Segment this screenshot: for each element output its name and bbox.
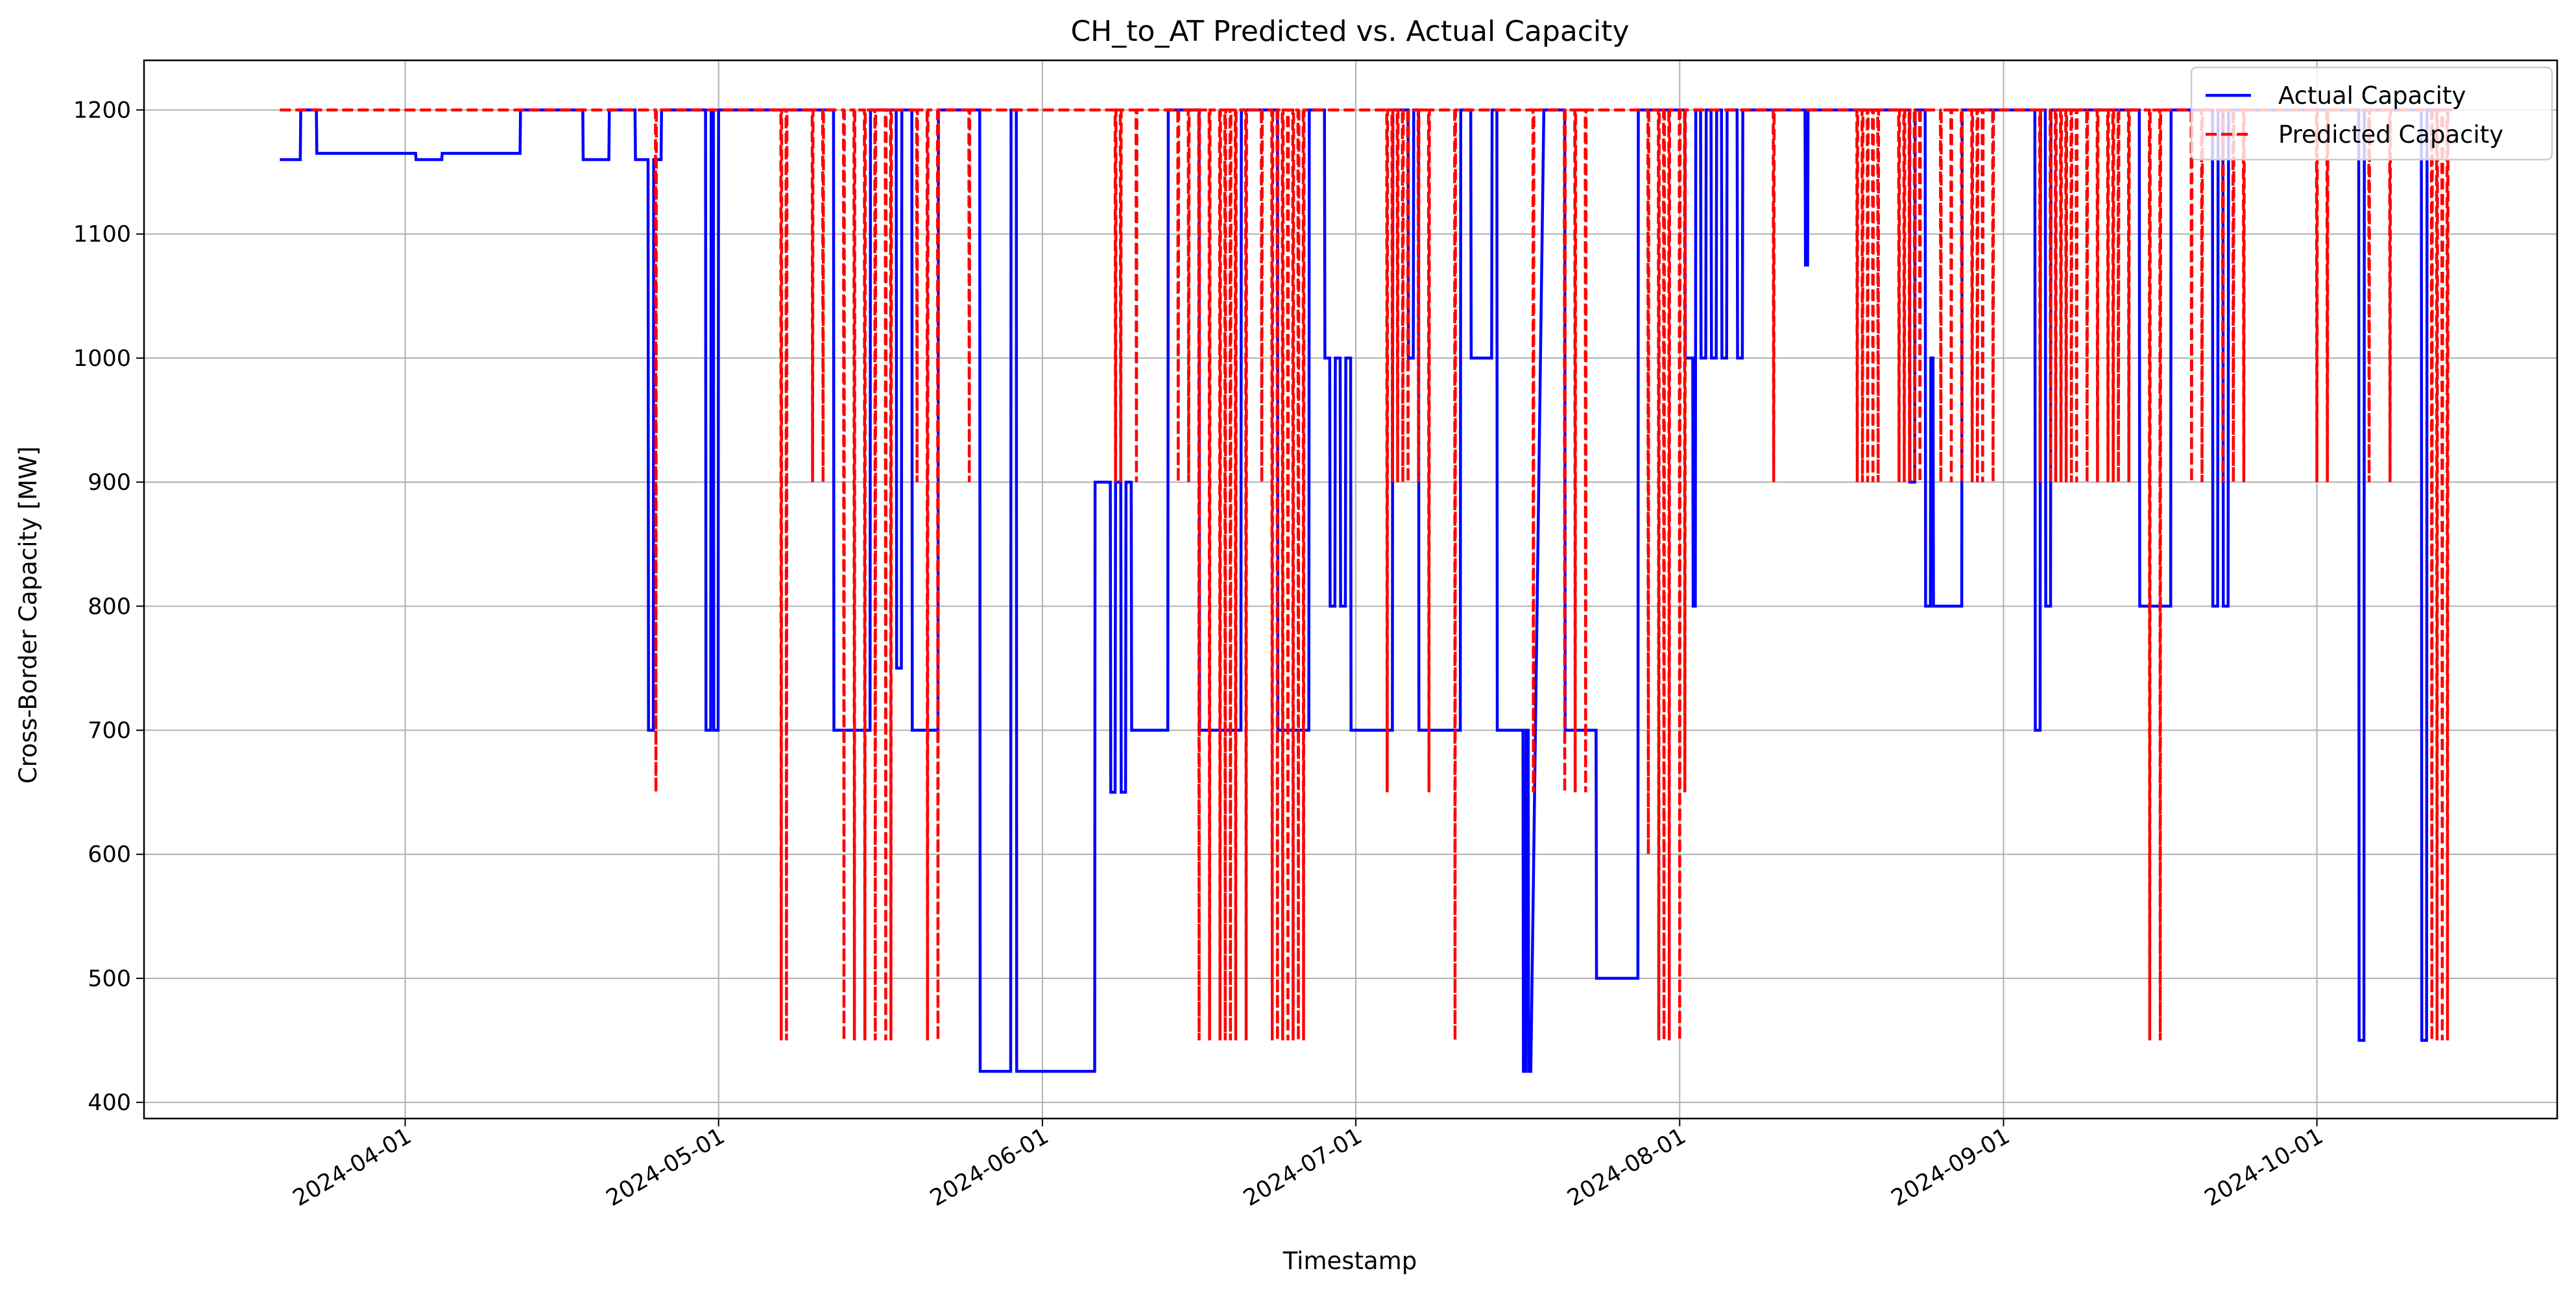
legend: Actual Capacity Predicted Capacity: [2190, 66, 2553, 161]
y-tick-label: 500: [88, 966, 131, 992]
y-tick-label: 1200: [73, 97, 131, 123]
series-predicted-capacity: [280, 108, 2453, 1041]
y-tick-label: 900: [88, 470, 131, 496]
legend-label-predicted: Predicted Capacity: [2278, 121, 2503, 149]
y-tick-label: 800: [88, 594, 131, 620]
series-layer: [280, 108, 2453, 1073]
y-tick-label: 600: [88, 842, 131, 868]
y-axis-label: Cross-Border Capacity [MW]: [14, 446, 42, 784]
y-tick-label: 1100: [73, 222, 131, 248]
plot-frame: [143, 59, 2558, 1120]
y-axis: 400 500 600 700 800 900 1000 1100 1200: [73, 97, 144, 1116]
legend-frame: [2190, 66, 2553, 161]
y-tick-label: 1000: [73, 346, 131, 372]
legend-label-actual: Actual Capacity: [2278, 82, 2466, 110]
x-axis-label: Timestamp: [1282, 1247, 1417, 1275]
y-tick-label: 400: [88, 1090, 131, 1116]
chart-title: CH_to_AT Predicted vs. Actual Capacity: [1070, 15, 1629, 48]
y-tick-label: 700: [88, 718, 131, 744]
